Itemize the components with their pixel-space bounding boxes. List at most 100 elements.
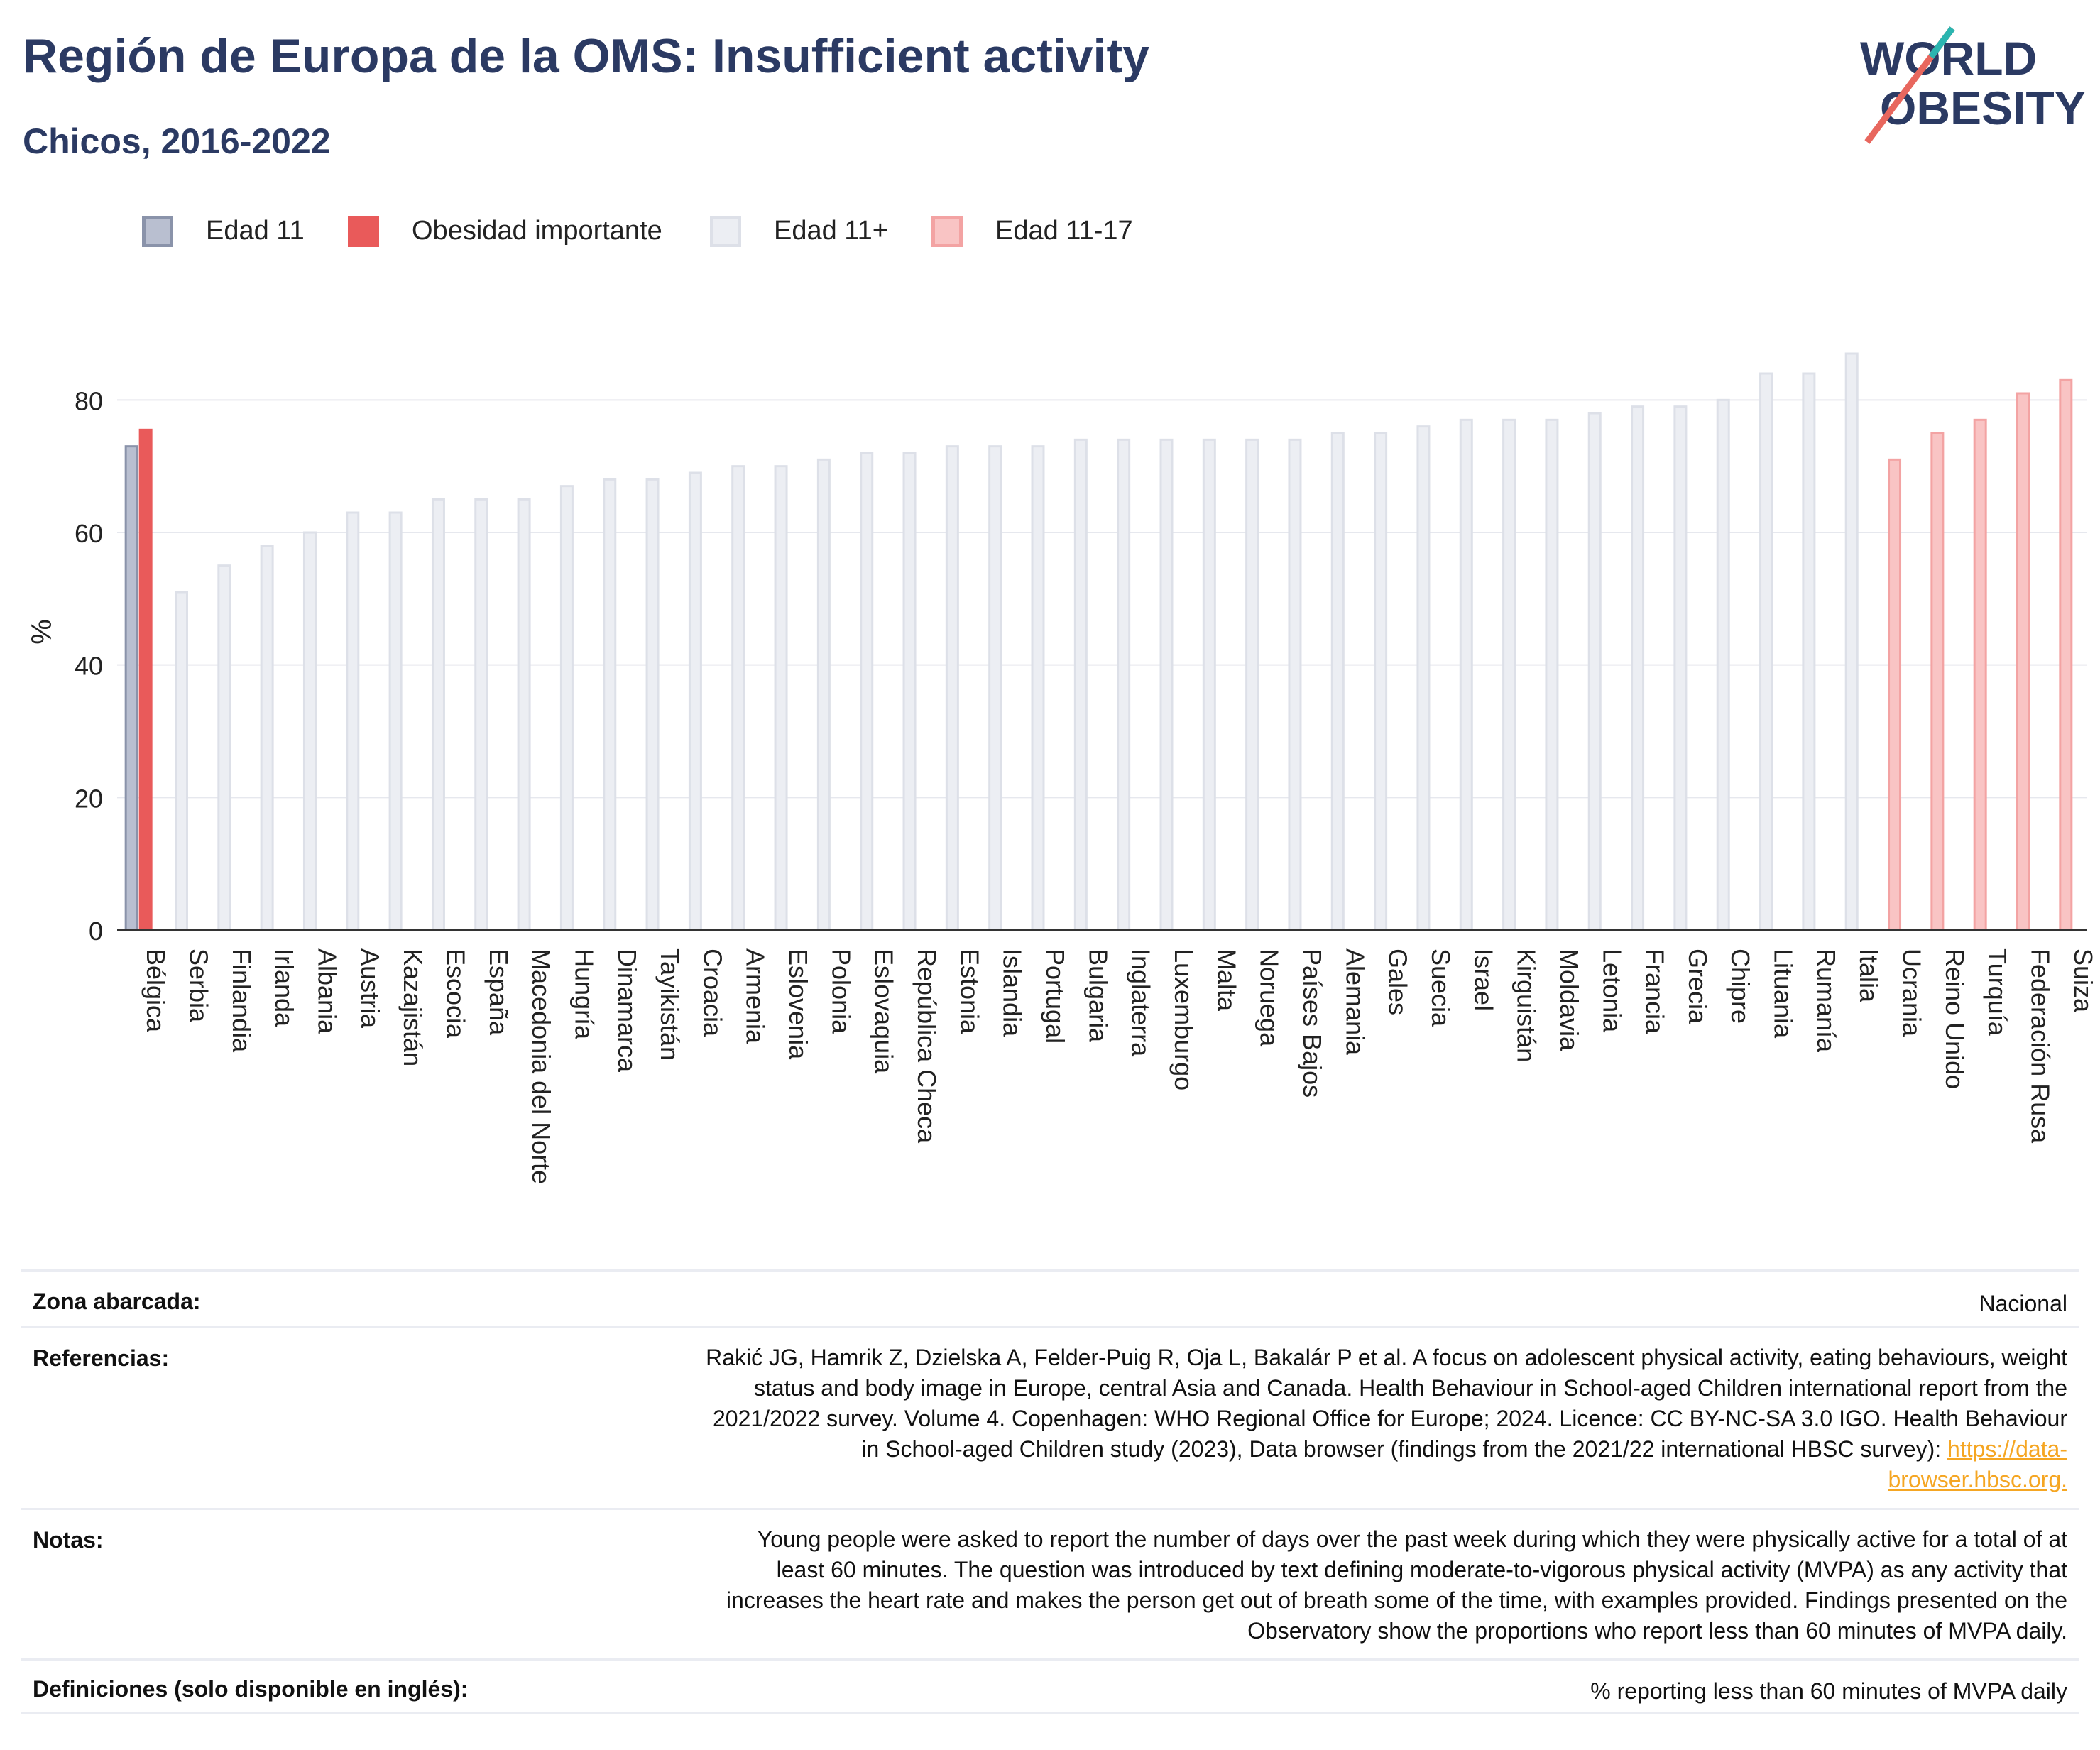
x-tick-label: Chipre [1726,948,1755,1024]
bar-edad-11- [174,591,188,931]
y-tick-label: 0 [89,917,103,946]
legend-label: Edad 11-17 [995,216,1133,246]
bar-edad-11- [1844,352,1859,931]
x-tick-label: Rumanía [1812,948,1841,1053]
x-tick-label: Austria [356,948,385,1029]
bar-edad-11- [688,471,702,931]
x-tick-label: Francia [1641,948,1670,1034]
x-tick-label: Israel [1469,948,1498,1011]
coverage-label: Zona abarcada: [33,1289,201,1314]
references-label: Referencias: [33,1345,170,1371]
bar-edad-11- [945,445,959,931]
references-line: Rakić JG, Hamrik Z, Dzielska A, Felder-P… [706,1345,2067,1370]
bar-edad-11- [1759,372,1773,931]
x-tick-label: Hungría [569,948,598,1040]
bar-edad-11- [1245,438,1259,931]
x-tick-label: Letonia [1597,948,1626,1033]
logo-text-obesity: OBESITY [1880,82,2086,134]
x-tick-label: Alemania [1340,948,1369,1056]
x-tick-label: España [484,948,513,1036]
bar-edad-11- [1374,432,1388,931]
notes-value: Young people were asked to report the nu… [726,1524,2067,1646]
x-tick-label: Finlandia [227,948,256,1053]
x-tick-label: Kirguistán [1512,948,1541,1062]
y-tick-label: 40 [75,652,103,681]
bar-edad-11- [645,478,660,931]
x-tick-label: Portugal [1041,948,1070,1044]
x-tick-label: Suiza [2069,948,2098,1013]
x-tick-label: Serbia [184,948,213,1023]
logo-text-world: WORLD [1860,32,2037,84]
bar-edad-11- [1117,438,1131,931]
x-tick-label: Islandia [998,948,1027,1037]
bar-edad-11- [431,498,445,931]
x-tick-label: Eslovaquia [870,948,899,1074]
x-tick-label: Federación Rusa [2026,948,2055,1144]
bar-edad-11- [474,498,488,931]
x-tick-label: Italia [1854,948,1883,1003]
bar-edad-11- [603,478,617,931]
bar-edad-11- [988,445,1002,931]
bar-edad-11- [1587,412,1602,931]
x-tick-label: Ucrania [1898,948,1927,1037]
x-tick-label: Luxemburgo [1169,948,1198,1090]
bar-edad-11- [517,498,531,931]
y-tick-label: 60 [75,519,103,548]
references-link[interactable]: https://data- [1947,1436,2067,1462]
x-tick-label: Tayikistán [655,948,684,1061]
x-tick-label: Croacia [698,948,727,1037]
definitions-value: % reporting less than 60 minutes of MVPA… [1590,1678,2067,1704]
x-tick-label: Albania [312,948,341,1034]
bar-edad-11- [346,511,360,931]
bar-edad-11- [774,465,788,931]
references-link-continued[interactable]: browser.hbsc.org. [1888,1467,2067,1492]
x-tick-label: Macedonia del Norte [527,948,556,1184]
y-tick-label: 20 [75,784,103,813]
references-line: 2021/2022 survey. Volume 4. Copenhagen: … [712,1406,2067,1431]
references-line: status and body image in Europe, central… [753,1375,2067,1401]
x-tick-label: Bulgaria [1083,948,1112,1043]
bar-edad-11- [1330,432,1345,931]
x-tick-label: Dinamarca [613,948,642,1073]
references-row: Referencias: Rakić JG, Hamrik Z, Dzielsk… [21,1326,2079,1508]
x-tick-label: Turquía [1983,948,2012,1037]
bar-edad-11- [1416,425,1431,931]
bar-edad-11-17 [1930,432,1945,931]
x-tick-label: Eslovenia [784,948,813,1060]
bar-edad-11 [124,445,138,931]
x-tick-label: Inglaterra [1127,948,1156,1057]
bar-edad-11-17 [2059,378,2073,931]
legend-swatch [348,216,379,247]
x-tick-label: Bélgica [141,948,170,1033]
x-tick-label: Kazajistán [398,948,427,1066]
x-tick-label: Malta [1212,948,1241,1012]
world-obesity-logo: WORLD OBESITY [1860,26,2086,144]
references-value: Rakić JG, Hamrik Z, Dzielska A, Felder-P… [706,1342,2067,1495]
notes-row: Notas: Young people were asked to report… [21,1508,2079,1658]
bar-edad-11-17 [1888,458,1902,931]
x-tick-label: Países Bajos [1298,948,1327,1098]
bar-edad-11-17 [1973,418,1987,931]
x-tick-label: Grecia [1683,948,1712,1024]
x-tick-label: Suecia [1426,948,1455,1027]
bar-edad-11- [1073,438,1088,931]
logo-slash-accent-icon [1928,26,1955,59]
bar-chart: 0 20 40 60 80% Bélgica Serbia Finlandia Irlanda A… [26,352,2098,1184]
bar-edad-11- [559,485,574,931]
bar-edad-11- [816,458,831,931]
bar-edad-11- [1202,438,1216,931]
bar-edad-11- [217,564,231,931]
notes-label: Notas: [33,1527,104,1553]
bar-edad-11- [260,545,274,931]
bar-edad-11- [1716,398,1730,931]
bar-edad-11- [1631,405,1645,931]
bar-edad-11- [902,452,917,931]
x-tick-label: Gales [1384,948,1413,1015]
bar-edad-11- [1031,445,1045,931]
references-line: in School-aged Children study (2023), Da… [861,1436,1942,1462]
bar-edad-11- [1673,405,1688,931]
legend-swatch [710,216,741,247]
bar-edad-11- [1159,438,1174,931]
x-tick-label: Moldavia [1555,948,1584,1051]
definitions-label: Definiciones (solo disponible en inglés)… [33,1676,469,1702]
